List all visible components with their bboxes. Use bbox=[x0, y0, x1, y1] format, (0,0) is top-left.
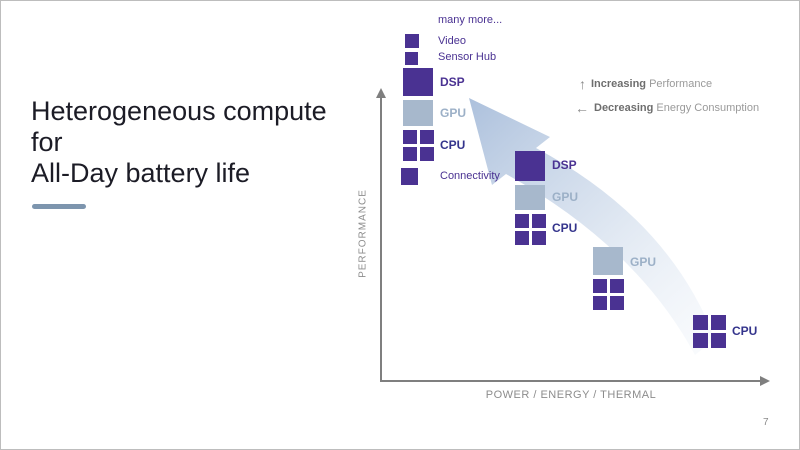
top-dsp-block-square bbox=[403, 68, 433, 96]
legend-increasing-performance: ↑ Increasing Performance bbox=[579, 77, 712, 91]
left-arrow-icon: ← bbox=[575, 100, 589, 116]
trend-swoosh-arrow bbox=[469, 98, 715, 355]
cpu-core-square bbox=[693, 333, 708, 348]
top-dsp-label: DSP bbox=[440, 75, 465, 89]
cpu-core-square bbox=[711, 333, 726, 348]
mid-cpu-label: CPU bbox=[552, 221, 578, 235]
video-block-square bbox=[405, 34, 419, 48]
slide-title-line2: for bbox=[31, 127, 63, 157]
top-cpu-core-grid bbox=[403, 130, 434, 161]
mid-gpu-block-square bbox=[515, 185, 545, 210]
cpu-core-square bbox=[593, 279, 607, 293]
top-gpu-block-square bbox=[403, 100, 433, 126]
legend-decreasing-bold: Decreasing bbox=[594, 102, 654, 114]
mid-cpu-core-grid bbox=[515, 214, 546, 245]
gpu-cluster-block-square bbox=[593, 247, 623, 275]
sensor-hub-block-square bbox=[405, 52, 418, 65]
gpu-cluster-core-grid bbox=[593, 279, 624, 310]
sensor-hub-label: Sensor Hub bbox=[438, 51, 497, 63]
cpu-core-square bbox=[403, 130, 417, 144]
slide-title-line1: Heterogeneous compute bbox=[31, 96, 327, 126]
bottom-cpu-label: CPU bbox=[732, 324, 758, 338]
cpu-core-square bbox=[711, 315, 726, 330]
cpu-core-square bbox=[593, 296, 607, 310]
connectivity-label: Connectivity bbox=[440, 170, 500, 182]
cpu-core-square bbox=[610, 279, 624, 293]
title-accent-bar bbox=[32, 204, 86, 209]
cpu-core-square bbox=[610, 296, 624, 310]
cpu-core-square bbox=[420, 147, 434, 161]
x-axis-label: POWER / ENERGY / THERMAL bbox=[485, 389, 657, 401]
y-axis-arrowhead-icon bbox=[376, 88, 386, 98]
up-arrow-icon: ↑ bbox=[579, 76, 586, 92]
bottom-cpu-core-grid bbox=[693, 315, 726, 348]
cpu-core-square bbox=[515, 231, 529, 245]
mid-dsp-label: DSP bbox=[552, 158, 577, 172]
top-gpu-label: GPU bbox=[440, 106, 467, 120]
cpu-core-square bbox=[532, 214, 546, 228]
top-cpu-label: CPU bbox=[440, 138, 466, 152]
cpu-core-square bbox=[420, 130, 434, 144]
cpu-core-square bbox=[403, 147, 417, 161]
page-number: 7 bbox=[763, 417, 769, 428]
cpu-core-square bbox=[515, 214, 529, 228]
mid-gpu-label: GPU bbox=[552, 190, 579, 204]
video-label: Video bbox=[438, 35, 466, 47]
legend-decreasing-rest: Energy Consumption bbox=[656, 102, 760, 114]
legend-increasing-bold: Increasing bbox=[591, 78, 647, 90]
connectivity-block-square bbox=[401, 168, 418, 185]
x-axis-arrowhead-icon bbox=[760, 376, 770, 386]
legend-decreasing-energy: ← Decreasing Energy Consumption bbox=[575, 101, 759, 115]
slide-title: Heterogeneous compute for All-Day batter… bbox=[31, 96, 327, 189]
legend-increasing-rest: Performance bbox=[649, 78, 713, 90]
cpu-core-square bbox=[532, 231, 546, 245]
mid-dsp-block-square bbox=[515, 151, 545, 181]
top-cluster-many-more-label: many more... bbox=[438, 14, 503, 26]
cpu-core-square bbox=[693, 315, 708, 330]
slide-title-line3: All-Day battery life bbox=[31, 158, 251, 188]
gpu-cluster-label: GPU bbox=[630, 255, 657, 269]
y-axis-label: PERFORMANCE bbox=[357, 189, 369, 278]
